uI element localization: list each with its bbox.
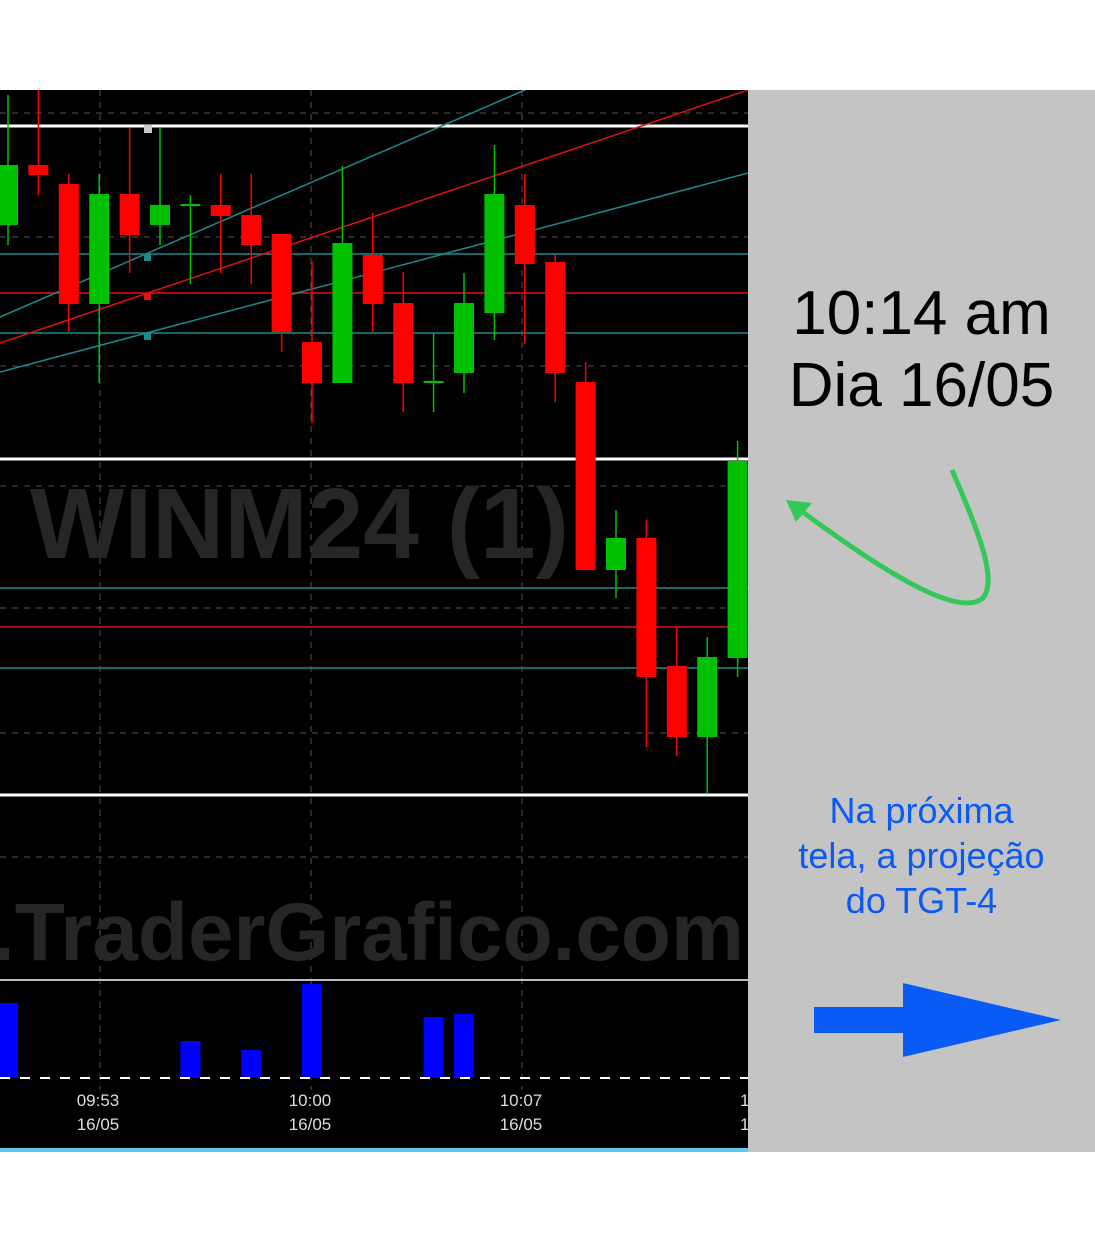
right-arrow-icon	[814, 983, 1061, 1057]
candle-body	[271, 234, 292, 332]
svg-text:1: 1	[740, 1115, 748, 1134]
svg-text:10:07: 10:07	[500, 1091, 543, 1110]
candle-body	[514, 205, 535, 264]
candlestick-chart: WINM24 (1) .TraderGrafico.com 09:53 16/05…	[0, 89, 750, 1152]
candle-body	[636, 538, 657, 677]
candle-body	[28, 165, 49, 175]
candle-body	[727, 461, 748, 658]
candle	[636, 520, 657, 747]
candle-body	[241, 215, 262, 245]
symbol-watermark: WINM24 (1)	[30, 468, 569, 580]
day-label: Dia 16/05	[788, 351, 1055, 420]
candle-body	[210, 205, 231, 216]
candle-body	[575, 382, 596, 570]
x-tick: 09:53 16/05	[77, 1091, 120, 1134]
line-handle[interactable]	[144, 333, 151, 340]
candle	[210, 174, 231, 273]
candle-body	[423, 381, 444, 383]
candle-body	[89, 194, 110, 304]
next-screen-note: Na próxima tela, a projeção do TGT-4	[748, 788, 1095, 923]
svg-text:1: 1	[740, 1091, 748, 1110]
candle-body	[666, 666, 687, 737]
site-watermark: .TraderGrafico.com	[0, 887, 744, 978]
svg-text:09:53: 09:53	[77, 1091, 120, 1110]
note-line: Na próxima	[829, 790, 1014, 831]
candle-body	[606, 538, 626, 570]
candle-body	[0, 165, 18, 225]
note-line: tela, a projeção	[798, 835, 1045, 876]
volume-bars	[0, 984, 474, 1078]
candle-body	[180, 204, 201, 206]
note-line: do TGT-4	[845, 880, 998, 921]
candle-body	[545, 262, 566, 373]
candle	[484, 145, 505, 340]
trend-line-middle[interactable]	[0, 89, 749, 344]
candle	[58, 174, 79, 332]
candle-body	[58, 184, 79, 304]
candle-body	[150, 205, 170, 225]
horizontal-levels	[0, 124, 748, 797]
candle-body	[484, 194, 505, 313]
svg-text:16/05: 16/05	[500, 1115, 543, 1134]
time-label: 10:14 am	[792, 279, 1051, 348]
svg-text:16/05: 16/05	[289, 1115, 332, 1134]
candle	[150, 128, 170, 245]
candle	[332, 166, 353, 383]
candle	[514, 174, 535, 344]
candle-body	[332, 243, 353, 383]
candle	[727, 441, 748, 677]
x-tick: 10:07 16/05	[500, 1091, 543, 1134]
volume-bar	[0, 1003, 18, 1078]
candle-body	[393, 303, 414, 383]
line-handle[interactable]	[144, 125, 152, 133]
candle	[454, 273, 474, 393]
x-tick: 11	[740, 1091, 749, 1134]
candle-body	[119, 194, 140, 235]
candle	[119, 128, 140, 273]
grid	[0, 90, 748, 1090]
candle	[606, 510, 626, 598]
candle-body	[454, 303, 474, 373]
candles	[0, 90, 748, 793]
volume-bar	[302, 984, 322, 1078]
candle	[0, 95, 18, 245]
candle-body	[697, 657, 718, 737]
svg-text:10:00: 10:00	[289, 1091, 332, 1110]
candle	[241, 174, 262, 284]
candle	[28, 90, 49, 195]
trend-line-upper[interactable]	[0, 89, 526, 318]
svg-text:16/05: 16/05	[77, 1115, 120, 1134]
chart-canvas: WINM24 (1) .TraderGrafico.com 09:53 16/05…	[0, 89, 750, 1152]
trend-lines	[0, 89, 749, 373]
bottom-border	[0, 1148, 748, 1152]
volume-bar	[454, 1014, 474, 1078]
volume-bar	[423, 1017, 444, 1078]
candle	[271, 234, 292, 352]
candle-body	[302, 342, 322, 383]
candle	[575, 362, 596, 570]
volume-bar	[180, 1041, 201, 1078]
x-tick: 10:00 16/05	[289, 1091, 332, 1134]
candle	[545, 255, 566, 402]
candle	[423, 333, 444, 412]
line-handle[interactable]	[144, 293, 151, 300]
candle	[89, 174, 110, 383]
annotation-panel: 10:14 am Dia 16/05 Na próxima tela, a pr…	[748, 90, 1095, 1152]
candle	[180, 195, 201, 284]
candle	[302, 262, 322, 423]
annotation-arrows	[786, 469, 1061, 1057]
curved-arrow-icon	[786, 469, 991, 606]
candle	[393, 272, 414, 412]
line-handle[interactable]	[144, 254, 151, 261]
candle-body	[362, 255, 383, 304]
candle	[362, 213, 383, 332]
volume-bar	[241, 1050, 262, 1078]
candle	[697, 637, 718, 793]
candle	[666, 627, 687, 756]
